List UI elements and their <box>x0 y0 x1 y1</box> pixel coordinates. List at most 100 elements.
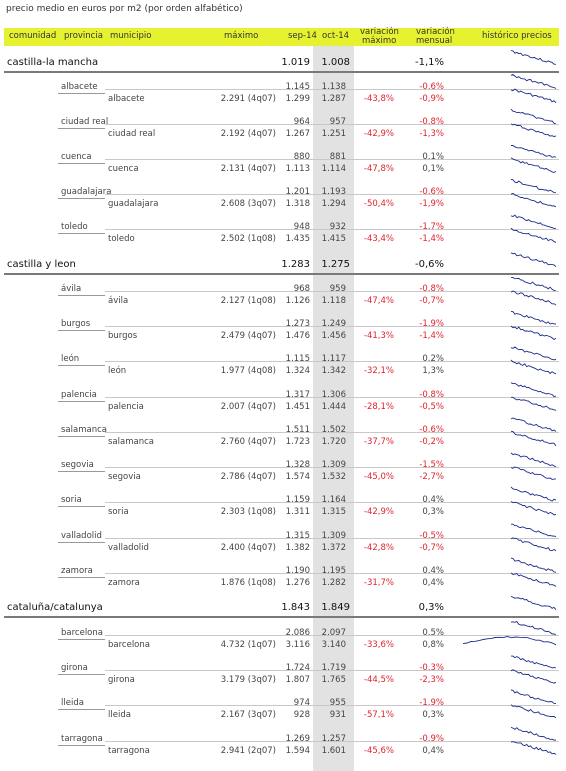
page-caption: precio medio en euros por m2 (por orden … <box>6 4 243 14</box>
sep-value: 1.311 <box>285 507 310 517</box>
oct-value: 2.097 <box>321 628 346 638</box>
sep-value: 1.511 <box>285 425 310 435</box>
var-mensual: 0,4% <box>422 578 444 588</box>
sep-value: 1.276 <box>285 578 310 588</box>
var-mensual: -1,3% <box>419 129 444 139</box>
var-mensual: -0,2% <box>419 437 444 447</box>
sep-value: 1.115 <box>285 354 310 364</box>
sep-value: 1.299 <box>285 94 310 104</box>
sparkline-chart <box>510 179 557 194</box>
municipio-underline <box>105 573 559 574</box>
provincia-row: palencia 1.317 1.306 -0,8% <box>0 382 566 403</box>
sep-value: 1.283 <box>281 259 310 270</box>
oct-value: 1.251 <box>321 129 346 139</box>
comunidad-divider <box>4 71 559 73</box>
maximo-value: 2.127 (1q08) <box>220 296 276 306</box>
sparkline-path <box>510 290 557 306</box>
municipio-underline <box>105 635 559 636</box>
comunidad-name: cataluña/catalunya <box>7 602 103 613</box>
sparkline-path <box>510 466 557 480</box>
comunidad-name: castilla-la mancha <box>7 57 99 68</box>
provincia-underline <box>58 745 105 746</box>
var-mensual: 0,4% <box>422 746 444 756</box>
sep-value: 1.435 <box>285 234 310 244</box>
sparkline-path <box>510 325 557 341</box>
municipio-name: salamanca <box>108 437 154 447</box>
sparkline-path <box>510 430 557 447</box>
var-maximo: -31,7% <box>363 578 394 588</box>
provincia-name: valladolid <box>61 531 102 541</box>
municipio-row: zamora 1.876 (1q08) 1.276 1.282 -31,7% 0,4% <box>0 572 566 593</box>
sep-value: 1.113 <box>285 164 310 174</box>
comunidad-divider <box>4 273 559 275</box>
municipio-name: palencia <box>108 402 144 412</box>
var-mensual: -2,7% <box>419 472 444 482</box>
provincia-underline <box>58 506 105 507</box>
var-mensual: 1,3% <box>422 366 444 376</box>
oct-value: 1.502 <box>321 425 346 435</box>
sep-value: 1.843 <box>281 602 310 613</box>
sparkline-path <box>510 73 557 89</box>
sparkline-chart <box>462 636 557 646</box>
sep-value: 1.574 <box>285 472 310 482</box>
sparkline-path <box>510 689 557 704</box>
provincia-name: guadalajara <box>61 187 112 197</box>
municipio-underline <box>105 229 559 230</box>
municipio-underline <box>105 502 559 503</box>
oct-value: 955 <box>329 698 346 708</box>
var-mensual: 0,2% <box>422 354 444 364</box>
oct-value: 1.287 <box>321 94 346 104</box>
var-mensual: 0,4% <box>422 495 444 505</box>
maximo-value: 3.179 (3q07) <box>220 675 276 685</box>
sep-value: 928 <box>293 710 310 720</box>
sparkline-chart <box>510 537 557 552</box>
comunidad-row: castilla y leon 1.283 1.275 -0,6% <box>0 252 566 275</box>
var-maximo: -42,9% <box>363 129 394 139</box>
sparkline-chart <box>510 123 557 137</box>
var-mensual: 0,3% <box>422 710 444 720</box>
municipio-row: burgos 2.479 (4q07) 1.476 1.456 -41,3% -1,4% <box>0 325 566 346</box>
var-mensual: -0,8% <box>419 390 444 400</box>
oct-value: 1.415 <box>321 234 346 244</box>
provincia-underline <box>58 330 105 331</box>
provincia-row: león 1.115 1.117 0,2% <box>0 346 566 367</box>
sparkline-chart <box>510 669 557 684</box>
sparkline-path <box>511 655 557 669</box>
oct-value: 1.309 <box>321 531 346 541</box>
sparkline-chart <box>510 192 557 208</box>
var-mensual: -1,4% <box>419 331 444 341</box>
var-mensual: -0,5% <box>419 402 444 412</box>
provincia-row: girona 1.724 1.719 -0,3% <box>0 655 566 676</box>
sep-value: 1.145 <box>285 82 310 92</box>
table-header: comunidad provincia municipio máximo sep… <box>4 28 559 46</box>
header-municipio: municipio <box>110 31 152 41</box>
sparkline-chart <box>510 621 557 636</box>
var-maximo: -44,5% <box>363 675 394 685</box>
sparkline-chart <box>510 466 557 480</box>
var-mensual: -0,3% <box>419 663 444 673</box>
header-provincia: provincia <box>64 31 103 41</box>
sparkline-chart <box>510 310 557 325</box>
maximo-value: 2.760 (4q07) <box>220 437 276 447</box>
sparkline-path <box>511 276 557 292</box>
sparkline-path <box>510 50 557 65</box>
sparkline-path <box>510 452 557 468</box>
oct-value: 1.444 <box>321 402 346 412</box>
sep-value: 948 <box>293 222 310 232</box>
provincia-underline <box>58 163 105 164</box>
municipio-row: cuenca 2.131 (4q07) 1.113 1.114 -47,8% 0,1% <box>0 157 566 179</box>
municipio-row: soria 2.303 (1q08) 1.311 1.315 -42,9% 0,3% <box>0 501 566 522</box>
sparkline-chart <box>510 689 557 704</box>
municipio-name: guadalajara <box>108 199 159 209</box>
header-maximo: máximo <box>224 31 259 41</box>
municipio-name: valladolid <box>108 543 149 553</box>
maximo-value: 2.608 (3q07) <box>220 199 276 209</box>
provincia-row: tarragona 1.269 1.257 -0,9% <box>0 726 566 747</box>
var-mensual: 0,5% <box>422 628 444 638</box>
maximo-value: 2.007 (4q07) <box>220 402 276 412</box>
provincia-underline <box>58 709 105 710</box>
provincia-name: salamanca <box>61 425 107 435</box>
oct-value: 1.249 <box>321 319 346 329</box>
provincia-underline <box>58 295 105 296</box>
provincia-row: burgos 1.273 1.249 -1,9% <box>0 310 566 332</box>
